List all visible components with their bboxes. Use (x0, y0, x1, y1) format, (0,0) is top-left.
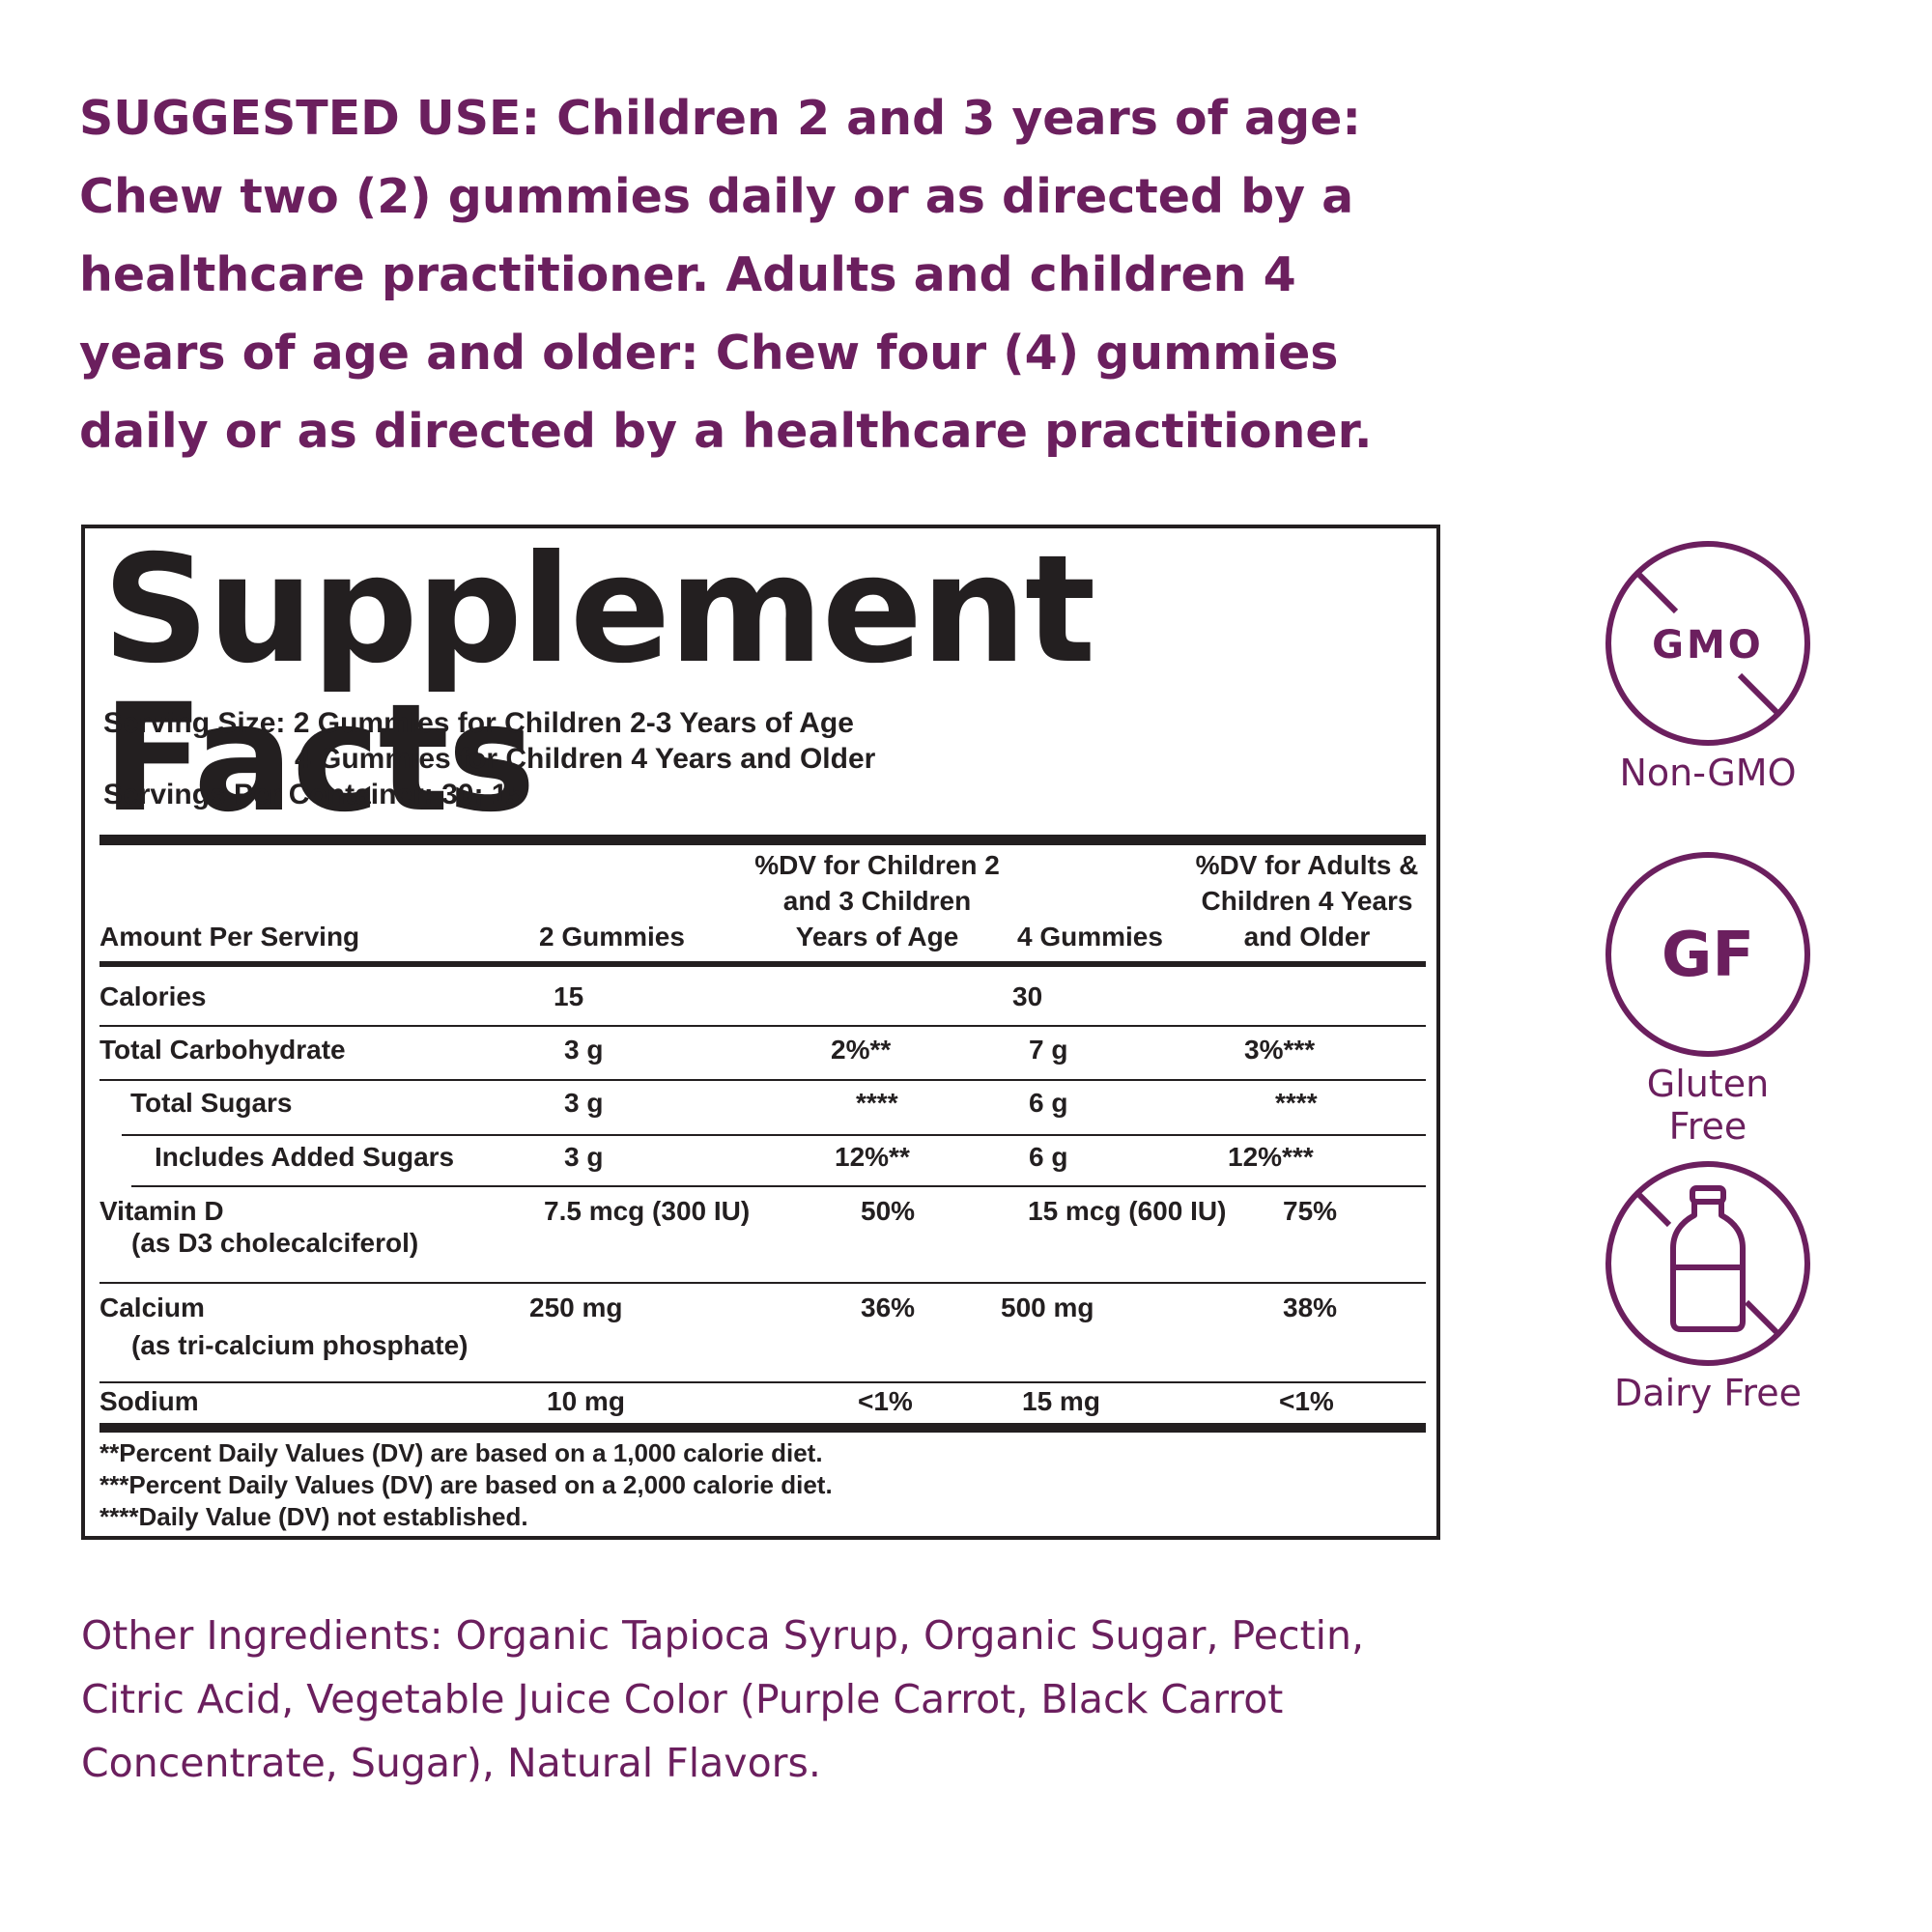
row-col1: 15 (554, 981, 584, 1011)
non-gmo-badge: GMO Non-GMO (1604, 539, 1812, 794)
gf-circle-icon: GF (1605, 852, 1810, 1057)
footnote: ****Daily Value (DV) not established. (99, 1502, 528, 1531)
row-name: Includes Added Sugars (155, 1142, 455, 1172)
row-col3: 500 mg (1001, 1293, 1094, 1322)
header-amount: Amount Per Serving (99, 922, 360, 952)
row-divider (122, 1134, 1426, 1136)
row-col1: 250 mg (529, 1293, 623, 1322)
servings-per-container: Servings Per Container: 30; 15 (103, 779, 525, 810)
footnote: **Percent Daily Values (DV) are based on… (99, 1438, 823, 1467)
row-col3: 7 g (1029, 1035, 1068, 1065)
row-col2: 36% (861, 1293, 916, 1322)
row-col2: 2%** (831, 1035, 892, 1065)
serving-size-line1: Serving Size: 2 Gummies for Children 2-3… (103, 707, 854, 739)
row-divider (99, 1079, 1426, 1081)
crossed-out-milk-bottle-icon (1605, 1161, 1810, 1366)
gluten-free-badge: GF Gluten Free (1604, 850, 1812, 1148)
row-divider (99, 1025, 1426, 1027)
row-divider (99, 1381, 1426, 1383)
row-col4: 12%*** (1228, 1142, 1314, 1172)
gmo-icon-text: GMO (1652, 623, 1764, 668)
row-divider (131, 1185, 1426, 1187)
header-col1: 2 Gummies (539, 922, 685, 952)
row-col3: 15 mg (1022, 1386, 1100, 1416)
row-col1: 3 g (564, 1035, 604, 1065)
row-col4: **** (1275, 1088, 1318, 1118)
thick-rule-top (99, 835, 1426, 845)
row-col4: 75% (1283, 1196, 1338, 1226)
serving-size-line2: 4 Gummies for Children 4 Years and Older (295, 743, 876, 775)
header-col4: %DV for Adults & Children 4 Years and Ol… (1195, 850, 1419, 952)
header-col3: 4 Gummies (1017, 922, 1163, 952)
footnote: ***Percent Daily Values (DV) are based o… (99, 1470, 833, 1499)
row-col1: 3 g (564, 1088, 604, 1118)
thick-rule-header (99, 961, 1426, 967)
row-col1: 10 mg (547, 1386, 625, 1416)
row-col2: 50% (861, 1196, 916, 1226)
row-col1: 7.5 mcg (300 IU) (544, 1196, 751, 1226)
row-col4: 38% (1283, 1293, 1338, 1322)
facts-title: Supplement Facts (102, 524, 1095, 845)
other-ingredients-text: Other Ingredients: Organic Tapioca Syrup… (81, 1612, 1365, 1786)
row-col2: <1% (858, 1386, 913, 1416)
row-name: Calories (99, 981, 207, 1011)
dairy-free-label: Dairy Free (1614, 1372, 1802, 1414)
footnotes: **Percent Daily Values (DV) are based on… (99, 1437, 833, 1533)
row-col1: 3 g (564, 1142, 604, 1172)
row-sub: (as D3 cholecalciferol) (131, 1228, 419, 1258)
supplement-facts-panel: Supplement Facts Serving Size: 2 Gummies… (81, 525, 1440, 1540)
thick-rule-bottom (99, 1423, 1426, 1433)
gluten-free-label: Gluten Free (1646, 1063, 1770, 1148)
row-col3: 30 (1012, 981, 1043, 1011)
row-name: Vitamin D (99, 1196, 224, 1226)
row-col2: **** (856, 1088, 898, 1118)
row-sub: (as tri-calcium phosphate) (131, 1330, 469, 1360)
row-col4: <1% (1279, 1386, 1334, 1416)
row-divider (99, 1282, 1426, 1284)
row-name: Total Carbohydrate (99, 1035, 346, 1065)
row-name: Calcium (99, 1293, 205, 1322)
non-gmo-label: Non-GMO (1619, 752, 1797, 794)
header-col2: %DV for Children 2 and 3 Children Years … (754, 850, 1000, 952)
row-col3: 15 mcg (600 IU) (1028, 1196, 1227, 1226)
serving-info: Serving Size: 2 Gummies for Children 2-3… (103, 705, 875, 812)
crossed-out-gmo-icon: GMO (1605, 541, 1810, 746)
suggested-use-text: SUGGESTED USE: Children 2 and 3 years of… (79, 91, 1373, 459)
gf-icon-text: GF (1662, 920, 1754, 991)
row-col4: 3%*** (1244, 1035, 1316, 1065)
row-col2: 12%** (835, 1142, 910, 1172)
row-name: Total Sugars (130, 1088, 293, 1118)
row-col3: 6 g (1029, 1142, 1068, 1172)
dairy-free-badge: Dairy Free (1604, 1159, 1812, 1414)
row-name: Sodium (99, 1386, 199, 1416)
row-col3: 6 g (1029, 1088, 1068, 1118)
